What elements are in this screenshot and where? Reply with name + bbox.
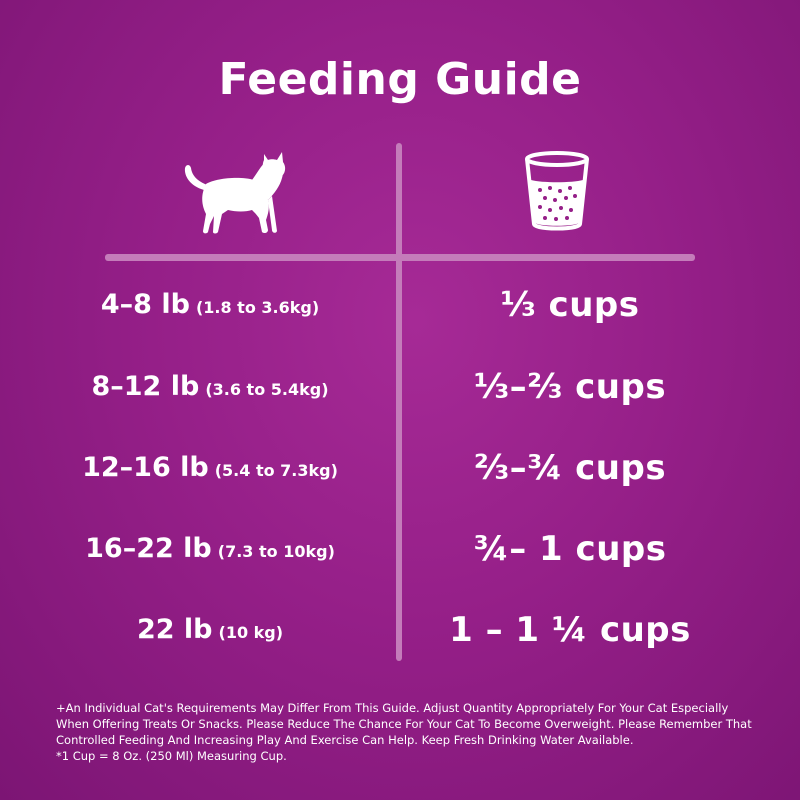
cup-amount: 1 – 1 ¼ cups <box>449 610 691 650</box>
cup-amount: ⅓–⅔ cups <box>473 367 667 407</box>
weight-kg: (3.6 to 5.4kg) <box>205 380 329 399</box>
weight-kg: (5.4 to 7.3kg) <box>214 461 338 480</box>
weight-lb: 4–8 lb <box>100 289 190 320</box>
weight-lb: 12–16 lb <box>82 452 209 483</box>
table-row: 8–12 lb (3.6 to 5.4kg) ⅓–⅔ cups <box>0 362 800 412</box>
cup-amount: ⅓ cups <box>500 285 640 325</box>
weight-lb: 22 lb <box>136 614 213 645</box>
weight-kg: (10 kg) <box>218 623 284 642</box>
footnote-cup-measure: *1 Cup = 8 Oz. (250 Ml) Measuring Cup. <box>56 749 287 763</box>
cat-icon <box>184 152 286 234</box>
vertical-divider <box>396 143 402 661</box>
weight-kg: (1.8 to 3.6kg) <box>195 298 320 317</box>
table-row: 16–22 lb (7.3 to 10kg) ¾– 1 cups <box>0 524 800 574</box>
table-row: 22 lb (10 kg) 1 – 1 ¼ cups <box>0 605 800 655</box>
footnote: +An Individual Cat's Requirements May Di… <box>56 700 756 764</box>
table-row: 12–16 lb (5.4 to 7.3kg) ⅔–¾ cups <box>0 443 800 493</box>
footnote-disclaimer: +An Individual Cat's Requirements May Di… <box>56 701 752 747</box>
page-title: Feeding Guide <box>218 54 582 105</box>
weight-kg: (7.3 to 10kg) <box>217 542 335 561</box>
measuring-cup-icon <box>525 151 589 231</box>
table-row: 4–8 lb (1.8 to 3.6kg) ⅓ cups <box>0 280 800 330</box>
weight-lb: 16–22 lb <box>85 533 212 564</box>
horizontal-divider <box>105 254 695 261</box>
cup-amount: ⅔–¾ cups <box>473 448 667 488</box>
cup-amount: ¾– 1 cups <box>473 529 667 569</box>
weight-lb: 8–12 lb <box>91 371 200 402</box>
